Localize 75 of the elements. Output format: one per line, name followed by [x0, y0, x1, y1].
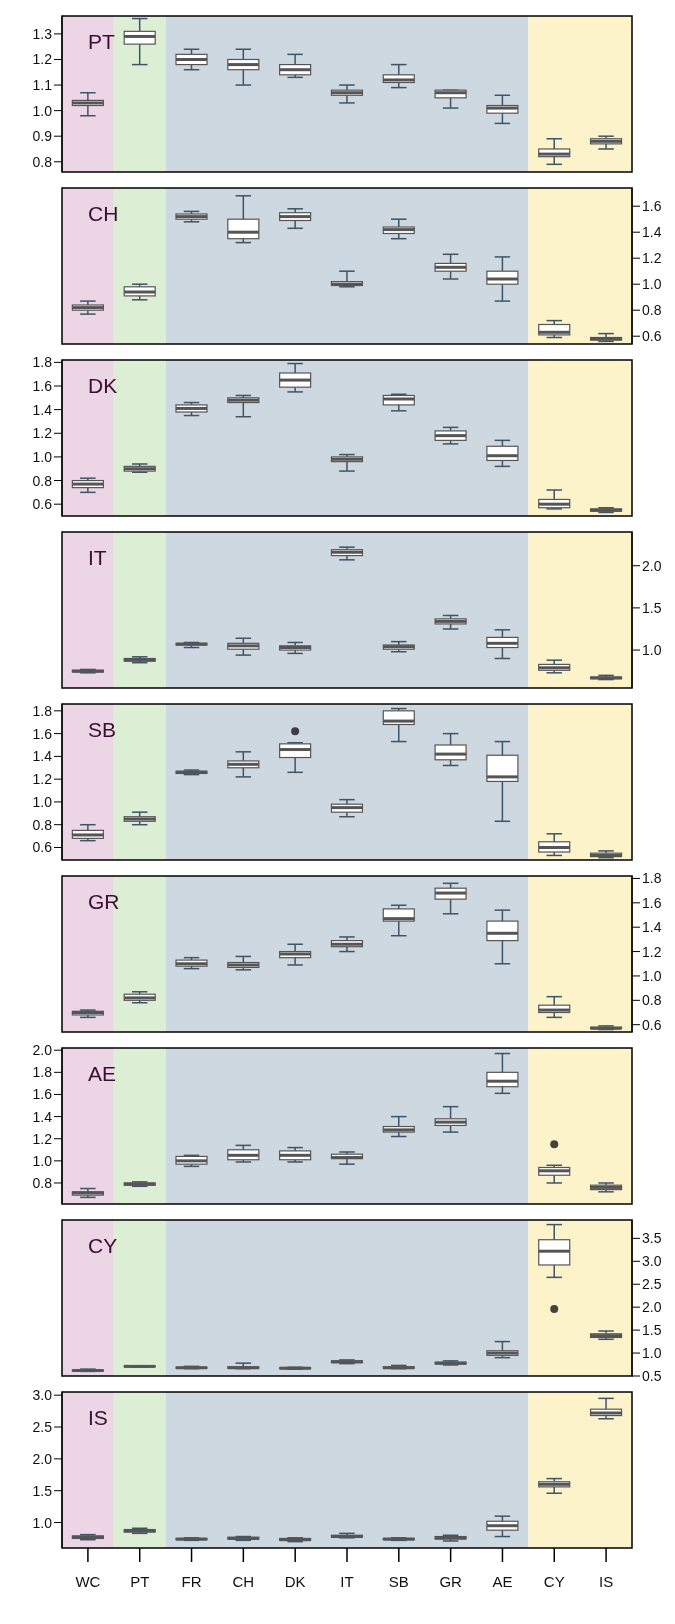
y-tick-label: 1.2 [32, 51, 53, 68]
x-tick-label: CY [543, 1572, 565, 1590]
x-tick-label: IT [340, 1572, 354, 1590]
y-tick-label: 1.0 [32, 1514, 53, 1531]
y-tick-label: 0.8 [32, 816, 53, 833]
text: CY [88, 1234, 118, 1258]
y-tick-label: 1.4 [32, 748, 53, 765]
text: IT [88, 546, 107, 570]
x-tick-label: WC [75, 1572, 101, 1590]
y-tick-label: 1.4 [32, 401, 53, 418]
y2-tick-label: 1.0 [642, 967, 662, 984]
x-tick-label: FR [181, 1572, 202, 1590]
x-tick-label: AE [492, 1572, 513, 1590]
y2-tick-label: 1.8 [642, 870, 662, 887]
x-tick-label: IS [599, 1572, 614, 1590]
text: AE [88, 1062, 117, 1086]
y2-tick-label: 3.0 [642, 1253, 662, 1270]
y-tick-label: 0.8 [32, 1174, 53, 1191]
text: DK [88, 374, 118, 398]
y2-tick-label: 1.5 [642, 599, 662, 616]
text: CH [88, 202, 119, 226]
y2-tick-label: 1.6 [642, 198, 662, 215]
y-tick-label: 1.5 [32, 1482, 53, 1499]
y-tick-label: 2.0 [32, 1042, 53, 1059]
y2-tick-label: 2.0 [642, 557, 662, 574]
y2-tick-label: 1.2 [642, 943, 662, 960]
x-tick-label: DK [284, 1572, 306, 1590]
y-tick-label: 2.0 [32, 1450, 53, 1467]
y2-tick-label: 1.0 [642, 276, 662, 293]
text: SB [88, 718, 117, 742]
x-tick-label: PT [130, 1572, 150, 1590]
y-tick-label: 1.2 [32, 771, 53, 788]
y-tick-label: 1.3 [32, 25, 53, 42]
y2-tick-label: 1.2 [642, 250, 662, 267]
y-tick-label: 1.0 [32, 448, 53, 465]
x-tick-label: SB [388, 1572, 409, 1590]
y-tick-label: 1.6 [32, 1086, 53, 1103]
y-tick-label: 0.8 [32, 153, 53, 170]
y2-tick-label: 0.5 [642, 1367, 662, 1384]
y2-tick-label: 1.4 [642, 919, 662, 936]
y2-tick-label: 0.8 [642, 992, 662, 1009]
y2-tick-label: 3.5 [642, 1230, 662, 1247]
y2-tick-label: 1.5 [642, 1322, 662, 1339]
y-tick-label: 1.4 [32, 1108, 53, 1125]
y2-tick-label: 0.6 [642, 1016, 662, 1033]
y-tick-label: 1.2 [32, 1130, 53, 1147]
y-tick-label: 1.6 [32, 377, 53, 394]
y2-tick-label: 2.5 [642, 1276, 662, 1293]
x-tick-label: GR [439, 1572, 463, 1590]
y-tick-label: 1.1 [32, 77, 53, 94]
y2-tick-label: 1.0 [642, 1345, 662, 1362]
y-tick-label: 1.0 [32, 102, 53, 119]
y-tick-label: 2.5 [32, 1418, 53, 1435]
y-tick-label: 0.8 [32, 472, 53, 489]
y-tick-label: 1.0 [32, 793, 53, 810]
y-tick-label: 0.6 [32, 839, 53, 856]
y-tick-label: 1.2 [32, 425, 53, 442]
y2-tick-label: 2.0 [642, 1299, 662, 1316]
y2-tick-label: 1.6 [642, 894, 662, 911]
y2-tick-label: 0.6 [642, 328, 662, 345]
y2-tick-label: 1.4 [642, 224, 662, 241]
text: PT [88, 30, 115, 54]
y2-tick-label: 0.8 [642, 302, 662, 319]
text: IS [88, 1406, 108, 1430]
text: GR [88, 890, 120, 914]
y-tick-label: 1.8 [32, 1064, 53, 1081]
y2-tick-label: 1.0 [642, 642, 662, 659]
x-tick-label: CH [232, 1572, 255, 1590]
y-tick-label: 0.9 [32, 128, 53, 145]
y-tick-label: 1.8 [32, 702, 53, 719]
y-tick-label: 1.0 [32, 1152, 53, 1169]
y-tick-label: 1.6 [32, 725, 53, 742]
y-tick-label: 1.8 [32, 354, 53, 371]
y-tick-label: 3.0 [32, 1387, 53, 1404]
y-tick-label: 0.6 [32, 496, 53, 513]
